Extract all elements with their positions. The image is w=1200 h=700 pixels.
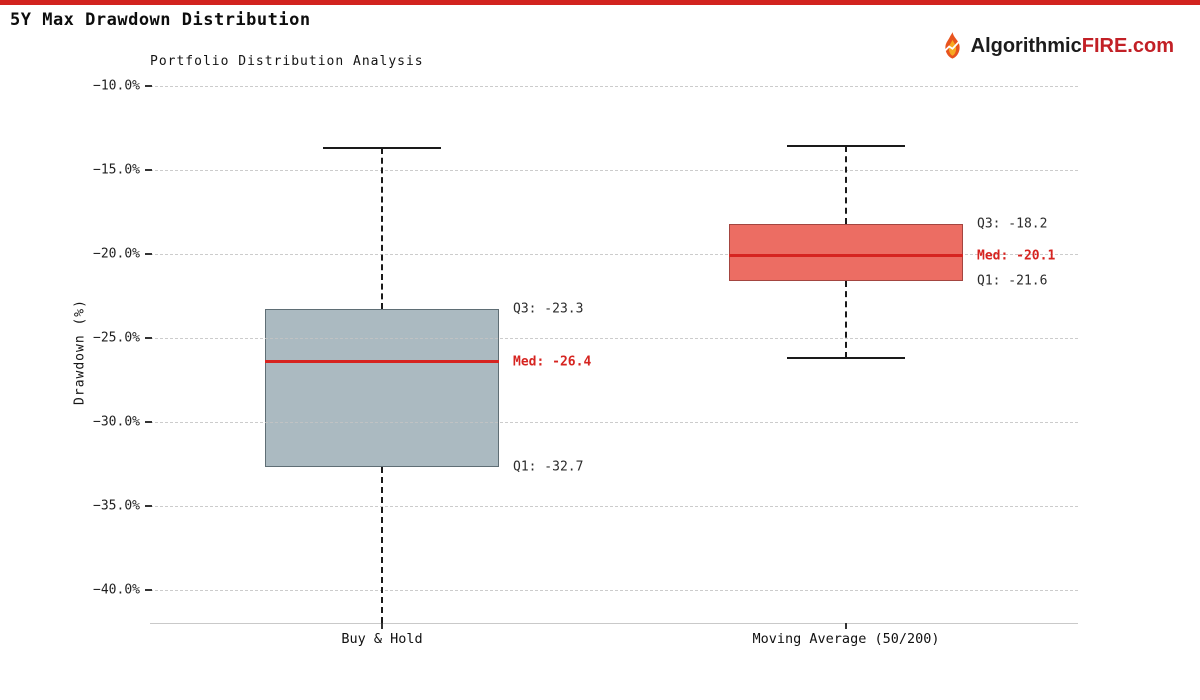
y-tick-label: −30.0% <box>93 414 140 430</box>
boxplot-box <box>729 223 963 281</box>
y-tick-mark <box>145 589 152 591</box>
annotation-q3: Q3: -18.2 <box>977 216 1048 232</box>
y-tick-mark <box>145 169 152 171</box>
annotation-q1: Q1: -32.7 <box>513 459 584 475</box>
y-tick-label: −25.0% <box>93 330 140 346</box>
x-category-label: Buy & Hold <box>341 631 423 647</box>
x-axis-line <box>150 623 1078 624</box>
annotation-q1: Q1: -21.6 <box>977 273 1048 289</box>
y-tick-mark <box>145 505 152 507</box>
lower-whisker-cap <box>787 357 905 360</box>
y-tick-label: −40.0% <box>93 582 140 598</box>
y-axis-label: Drawdown (%) <box>72 299 88 405</box>
x-category-label: Moving Average (50/200) <box>752 631 940 647</box>
y-tick-mark <box>145 337 152 339</box>
y-tick-mark <box>145 85 152 87</box>
top-accent-bar <box>0 0 1200 5</box>
x-tick-mark <box>381 623 383 629</box>
median-line <box>729 254 963 258</box>
y-gridline <box>150 506 1078 507</box>
y-tick-label: −35.0% <box>93 498 140 514</box>
annotation-q3: Q3: -23.3 <box>513 301 584 317</box>
y-tick-label: −10.0% <box>93 78 140 94</box>
y-gridline <box>150 86 1078 87</box>
y-gridline <box>150 170 1078 171</box>
y-tick-label: −15.0% <box>93 162 140 178</box>
annotation-median: Med: -26.4 <box>513 354 592 370</box>
brand-name-red: FIRE.com <box>1081 35 1174 57</box>
median-line <box>265 360 499 364</box>
brand-logo: Algorithmic FIRE.com <box>939 31 1174 62</box>
page-title: 5Y Max Drawdown Distribution <box>10 10 311 30</box>
y-tick-mark <box>145 253 152 255</box>
brand-name-black: Algorithmic <box>970 35 1082 57</box>
y-gridline <box>150 254 1078 255</box>
y-gridline <box>150 422 1078 423</box>
y-tick-mark <box>145 421 152 423</box>
y-tick-label: −20.0% <box>93 246 140 262</box>
upper-whisker <box>381 148 383 310</box>
y-gridline <box>150 590 1078 591</box>
lower-whisker <box>381 467 383 623</box>
boxplot-box <box>265 309 499 468</box>
flame-icon <box>939 31 966 62</box>
chart-subtitle: Portfolio Distribution Analysis <box>150 54 424 69</box>
lower-whisker <box>845 280 847 359</box>
upper-whisker-cap <box>323 147 441 150</box>
upper-whisker <box>845 146 847 224</box>
y-gridline <box>150 338 1078 339</box>
x-tick-mark <box>845 623 847 629</box>
upper-whisker-cap <box>787 145 905 148</box>
annotation-median: Med: -20.1 <box>977 248 1056 264</box>
